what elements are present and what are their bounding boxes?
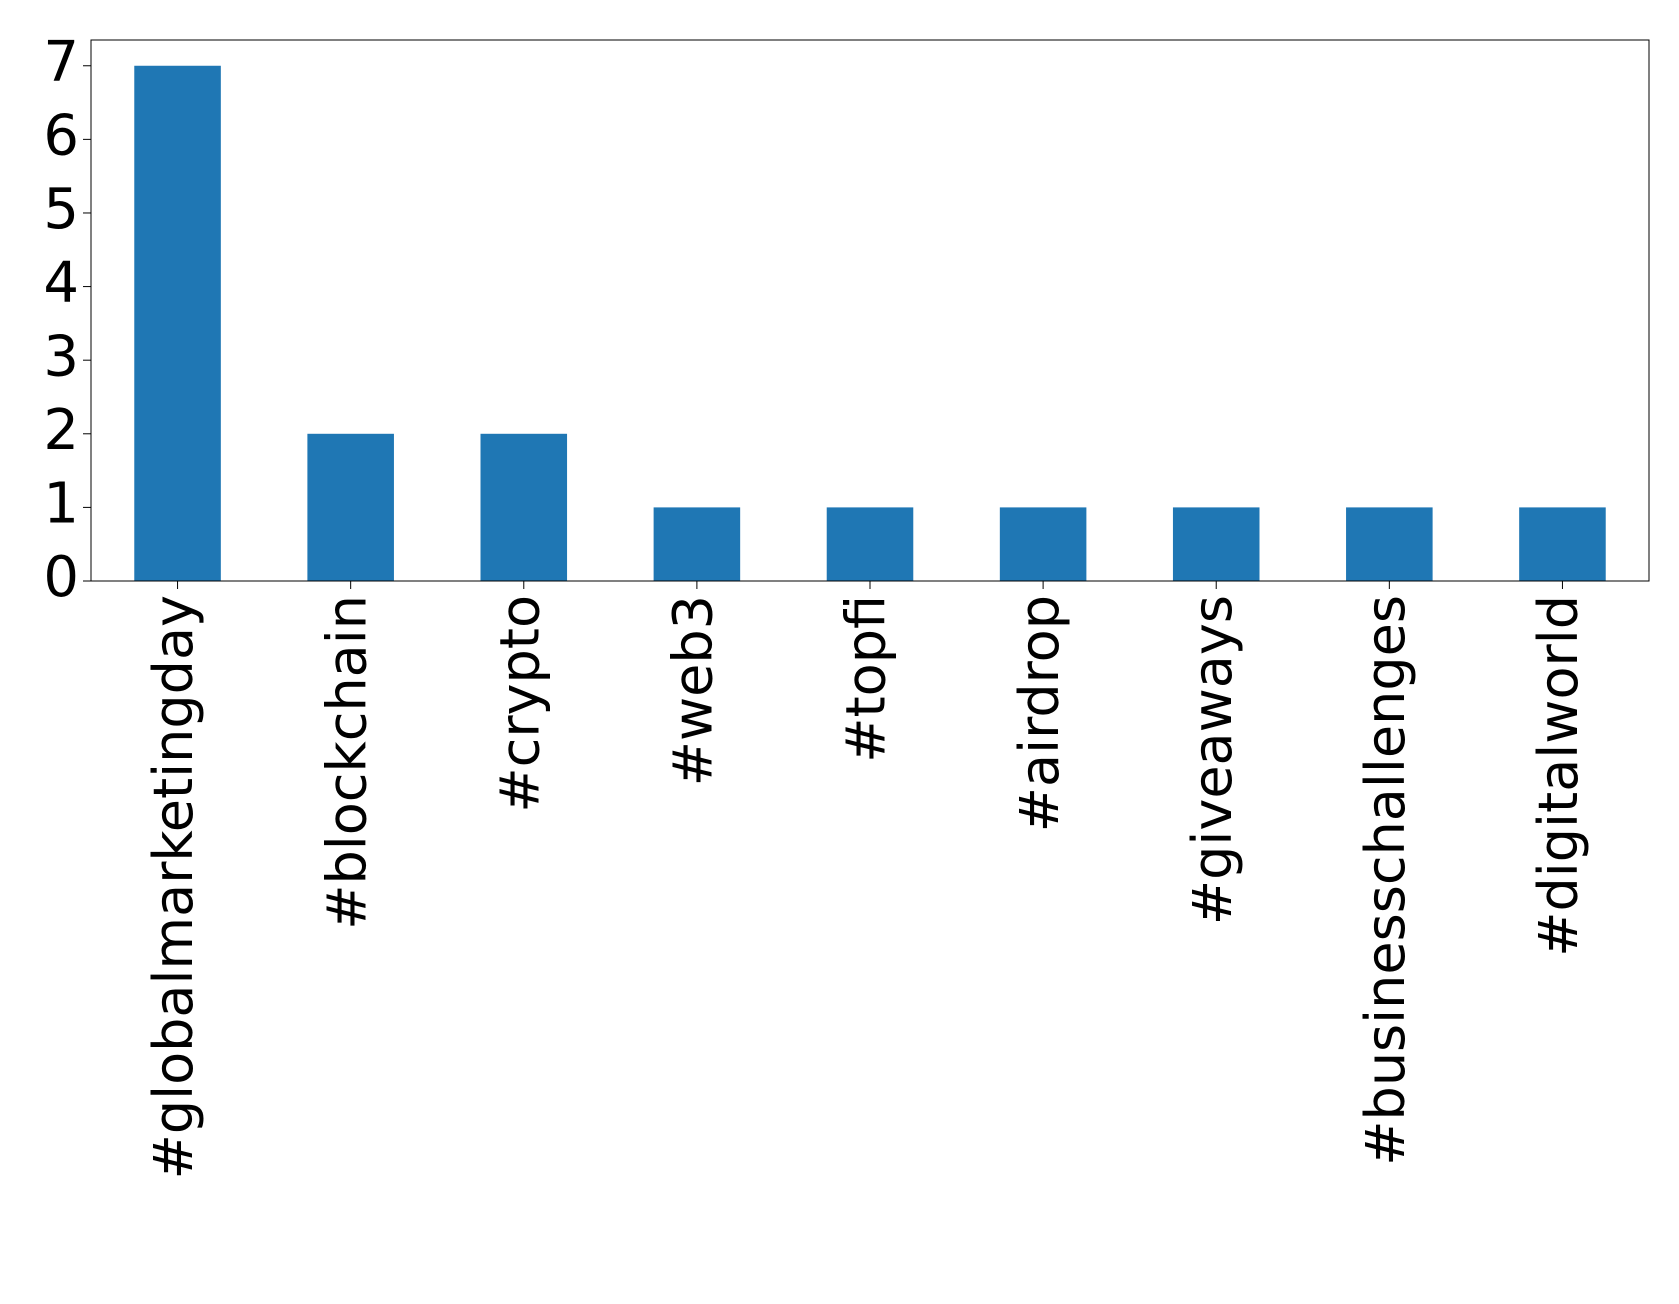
x-tick-label: #web3 [662,595,725,786]
y-tick-label: 0 [43,545,79,610]
y-tick-label: 7 [43,30,79,95]
x-tick-label: #airdrop [1008,595,1071,832]
bar [307,433,394,581]
x-tick-label: #giveaways [1181,595,1244,925]
y-tick-label: 3 [43,324,79,389]
bar [999,507,1087,581]
bar [1172,507,1260,581]
bar [1519,507,1606,581]
bar [480,433,568,581]
y-tick-label: 4 [43,251,79,316]
x-tick-label: #globalmarketingday [142,595,205,1179]
x-tick-label: #digitalworld [1527,595,1590,957]
y-tick-label: 6 [43,104,79,169]
y-tick-label: 5 [43,177,79,242]
y-tick-label: 2 [43,398,79,463]
y-tick-label: 1 [43,472,79,537]
x-tick-label: #businesschallenges [1354,595,1417,1166]
plot-frame [90,39,1650,582]
x-tick-label: #topfi [835,595,898,763]
bar [134,65,221,581]
bar [1346,507,1433,581]
bar [826,507,914,581]
x-tick-label: #blockchain [315,595,378,930]
x-tick-label: #crypto [488,595,551,813]
bar [653,507,741,581]
